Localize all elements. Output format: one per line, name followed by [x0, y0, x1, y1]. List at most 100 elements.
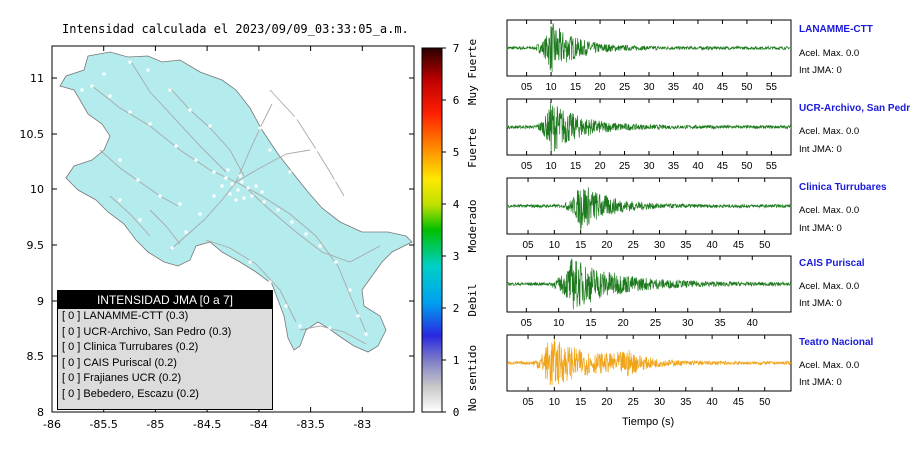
- waveform-tick-label: 30: [643, 161, 655, 172]
- station-marker: [258, 126, 262, 130]
- station-name-lanamme: LANAMME-CTT: [799, 24, 873, 35]
- station-marker: [188, 108, 192, 112]
- station-marker: [174, 144, 178, 148]
- station-marker: [288, 170, 292, 174]
- waveform-tick-label: 40: [707, 240, 719, 251]
- station-marker: [334, 260, 338, 264]
- station-marker: [178, 202, 182, 206]
- waveform-tick-label: 35: [714, 318, 726, 329]
- colorbar-category-label: Fuerte: [466, 128, 479, 168]
- station-name-teatro: Teatro Nacional: [799, 337, 874, 348]
- lat-tick-label: 10.5: [20, 128, 45, 141]
- station-marker: [242, 196, 246, 200]
- station-marker: [198, 212, 202, 216]
- lon-tick-label: -84: [250, 418, 268, 431]
- intensity-legend: INTENSIDAD JMA [0 a 7] [ 0 ] LANAMME-CTT…: [57, 290, 273, 410]
- station-marker: [212, 170, 216, 174]
- waveform-trace: [506, 187, 792, 230]
- waveform-tick-label: 05: [522, 240, 534, 251]
- waveform-tick-label: 20: [601, 240, 613, 251]
- station-marker: [254, 184, 258, 188]
- station-accel-lanamme: Acel. Max. 0.0: [799, 48, 860, 59]
- station-marker: [224, 176, 228, 180]
- station-marker: [284, 304, 288, 308]
- waveform-panel: 05 10 15 20 25 30 35 40 45 50: [506, 177, 792, 251]
- station-marker: [276, 208, 280, 212]
- station-marker: [268, 148, 272, 152]
- waveform-tick-label: 30: [654, 397, 666, 408]
- station-marker: [220, 184, 224, 188]
- legend-station: LANAMME-CTT (0.3): [83, 310, 189, 322]
- waveform-tick-label: 05: [521, 318, 533, 329]
- station-marker: [272, 86, 276, 90]
- legend-station: Clinica Turrubares (0.2): [83, 341, 199, 353]
- waveform-tick-label: 40: [707, 397, 719, 408]
- waveform-tick-label: 45: [717, 161, 729, 172]
- station-marker: [364, 332, 368, 336]
- lat-tick-label: 9: [37, 295, 44, 308]
- station-marker: [170, 246, 174, 250]
- station-marker: [236, 188, 240, 192]
- station-marker: [268, 280, 272, 284]
- station-accel-teatro: Acel. Max. 0.0: [799, 360, 860, 371]
- station-marker: [246, 186, 250, 190]
- waveform-tick-label: 25: [650, 318, 662, 329]
- station-marker: [168, 88, 172, 92]
- waveform-tick-label: 25: [619, 161, 631, 172]
- waveform-tick-label: 10: [549, 397, 561, 408]
- lon-tick-label: -83.5: [296, 418, 324, 431]
- colorbar-tick-label: 3: [453, 250, 460, 263]
- legend-row: [ 0 ] CAIS Puriscal (0.2): [58, 356, 272, 372]
- waveform-panel: 05 10 15 20 25 30 35 40: [506, 255, 792, 329]
- road-line: [205, 239, 297, 323]
- map-title: Intensidad calculada el 2023/09/09_03:33…: [62, 22, 409, 36]
- station-marker: [240, 180, 244, 184]
- waveform-tick-label: 35: [680, 240, 692, 251]
- road-line: [99, 149, 179, 207]
- waveform-trace: [506, 102, 792, 153]
- station-marker: [128, 60, 132, 64]
- waveform-tick-label: 35: [668, 161, 680, 172]
- station-marker: [148, 122, 152, 126]
- station-accel-puriscal: Acel. Max. 0.0: [799, 281, 860, 292]
- colorbar-category-label: Muy Fuerte: [466, 39, 479, 105]
- legend-row: [ 0 ] Frajianes UCR (0.2): [58, 371, 272, 387]
- waveform-tick-label: 55: [766, 161, 778, 172]
- station-marker: [248, 260, 252, 264]
- road-line: [235, 149, 311, 183]
- road-line: [235, 181, 367, 333]
- station-jma-teatro: Int JMA: 0: [799, 377, 842, 388]
- station-marker: [234, 198, 238, 202]
- waveform-tick-label: 45: [717, 82, 729, 93]
- colorbar-tick-label: 6: [453, 94, 460, 107]
- station-marker: [334, 178, 338, 182]
- waveform-tick-label: 30: [643, 82, 655, 93]
- road-line: [169, 181, 237, 251]
- lat-tick-label: 8: [37, 406, 44, 419]
- lon-tick-label: -83: [353, 418, 371, 431]
- waveform-panel: 05 10 15 20 25 30 35 40 45 50 55: [506, 19, 792, 93]
- station-marker: [226, 168, 230, 172]
- waveform-tick-label: 45: [733, 397, 745, 408]
- colorbar-category-label: Debil: [466, 283, 479, 316]
- road-line: [235, 103, 273, 183]
- road-line: [149, 209, 181, 245]
- station-marker: [304, 232, 308, 236]
- lat-tick-label: 9.5: [27, 239, 45, 252]
- legend-station: Bebedero, Escazu (0.2): [83, 387, 199, 400]
- legend-row: [ 0 ] Clinica Turrubares (0.2): [58, 340, 272, 356]
- legend-level: [ 0 ]: [62, 372, 81, 384]
- colorbar-category-label: No sentido: [466, 345, 479, 411]
- waveform-tick-label: 10: [546, 82, 558, 93]
- legend-level: [ 0 ]: [62, 387, 81, 400]
- waveform-tick-label: 10: [549, 240, 561, 251]
- waveform-tick-label: 25: [628, 397, 640, 408]
- station-marker: [208, 124, 212, 128]
- station-marker: [146, 68, 150, 72]
- colorbar-tick-label: 0: [453, 406, 460, 419]
- lat-tick-label: 11: [30, 72, 44, 85]
- station-marker: [314, 148, 318, 152]
- station-jma-ucr: Int JMA: 0: [799, 144, 842, 155]
- station-marker: [230, 182, 234, 186]
- waveform-tick-label: 50: [759, 240, 771, 251]
